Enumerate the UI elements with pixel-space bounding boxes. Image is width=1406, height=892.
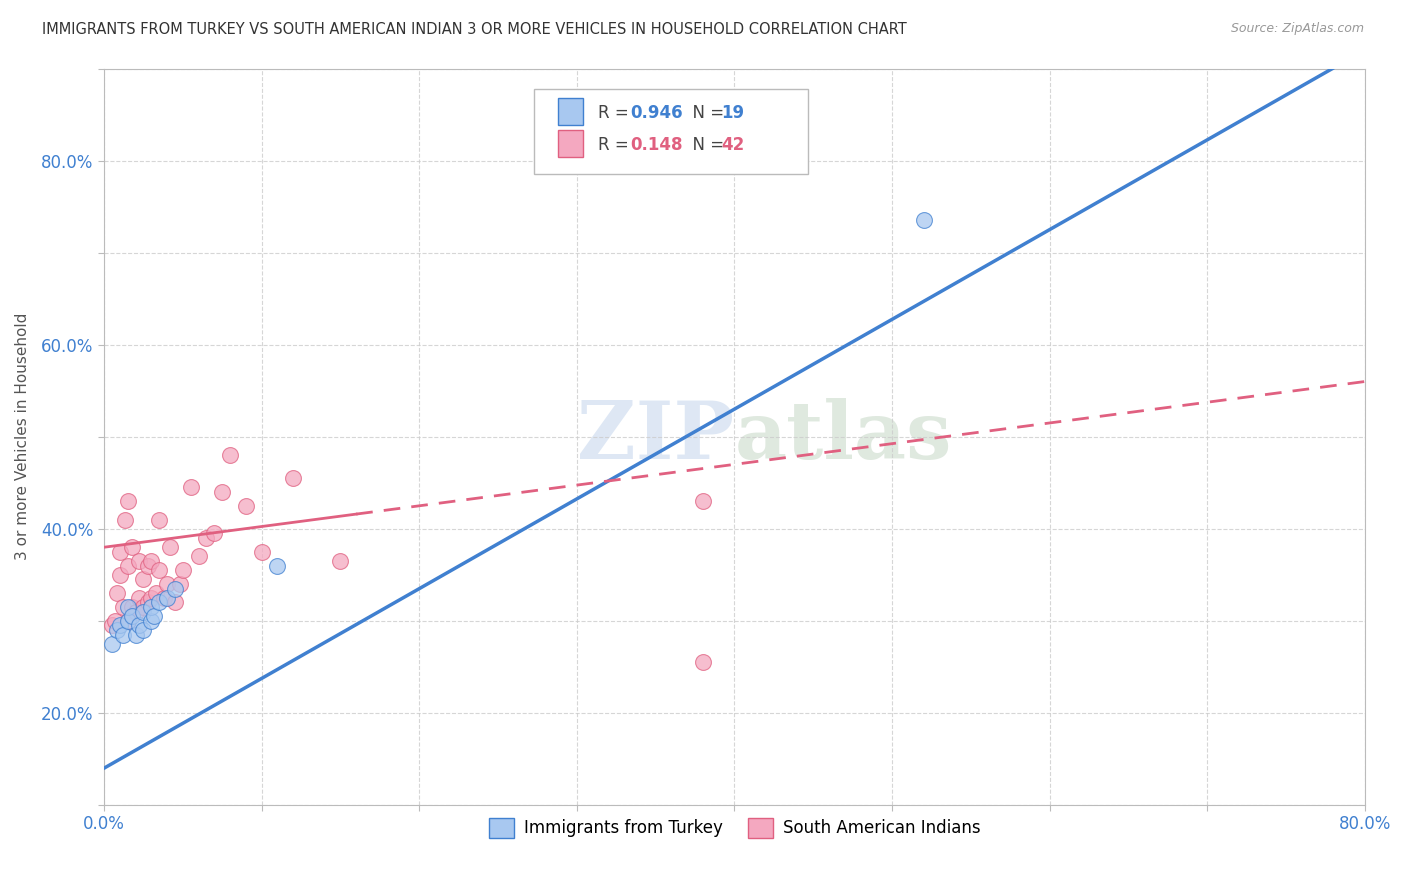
Point (117, 558, 139, 573)
Point (108, 618, 131, 632)
Point (692, 494, 714, 508)
Point (128, 591, 150, 605)
Point (105, 623, 128, 637)
Point (136, 595, 159, 609)
Text: N =: N = (682, 104, 730, 122)
Point (172, 563, 194, 577)
Point (211, 485, 233, 500)
Point (121, 600, 143, 615)
Point (111, 600, 134, 615)
Text: 0.946: 0.946 (630, 104, 682, 122)
Point (148, 563, 170, 577)
Point (163, 595, 186, 609)
Point (141, 614, 163, 628)
Point (124, 605, 146, 619)
Point (141, 600, 163, 615)
Point (124, 628, 146, 642)
Text: Source: ZipAtlas.com: Source: ZipAtlas.com (1230, 22, 1364, 36)
Point (117, 600, 139, 615)
Text: 42: 42 (721, 136, 745, 154)
Point (145, 586, 167, 600)
Text: R =: R = (598, 104, 634, 122)
Point (148, 595, 170, 609)
Point (101, 618, 124, 632)
Point (104, 614, 127, 628)
Text: atlas: atlas (734, 398, 952, 475)
Point (912, 213, 935, 227)
Point (156, 577, 179, 591)
Point (117, 614, 139, 628)
Text: 0.148: 0.148 (630, 136, 682, 154)
Point (219, 448, 242, 462)
Point (101, 637, 124, 651)
Point (132, 605, 155, 619)
Text: R =: R = (598, 136, 634, 154)
Point (108, 567, 131, 582)
Point (180, 480, 202, 494)
Point (153, 591, 176, 605)
Text: 19: 19 (721, 104, 744, 122)
Y-axis label: 3 or more Vehicles in Household: 3 or more Vehicles in Household (15, 313, 30, 560)
Point (141, 554, 163, 568)
Text: ZIP: ZIP (578, 398, 734, 475)
Point (250, 545, 273, 559)
Point (329, 554, 352, 568)
Point (132, 573, 155, 587)
Point (117, 614, 139, 628)
Point (111, 628, 134, 642)
Point (235, 499, 257, 513)
Point (128, 618, 150, 632)
Point (202, 526, 225, 541)
Point (169, 577, 191, 591)
Point (128, 554, 150, 568)
Legend: Immigrants from Turkey, South American Indians: Immigrants from Turkey, South American I… (482, 811, 987, 845)
Point (141, 591, 163, 605)
Point (117, 494, 139, 508)
Point (108, 545, 131, 559)
Point (163, 582, 186, 596)
Point (121, 540, 143, 554)
Point (187, 549, 209, 564)
Point (692, 656, 714, 670)
Point (159, 540, 181, 554)
Point (132, 600, 155, 615)
Point (121, 609, 143, 624)
Point (266, 558, 288, 573)
Point (281, 471, 304, 485)
Point (136, 558, 159, 573)
Point (156, 591, 179, 605)
Point (148, 513, 170, 527)
Text: N =: N = (682, 136, 730, 154)
Point (114, 513, 136, 527)
Point (143, 609, 166, 624)
Point (195, 531, 218, 545)
Point (132, 623, 155, 637)
Text: IMMIGRANTS FROM TURKEY VS SOUTH AMERICAN INDIAN 3 OR MORE VEHICLES IN HOUSEHOLD : IMMIGRANTS FROM TURKEY VS SOUTH AMERICAN… (42, 22, 907, 37)
Point (105, 586, 128, 600)
